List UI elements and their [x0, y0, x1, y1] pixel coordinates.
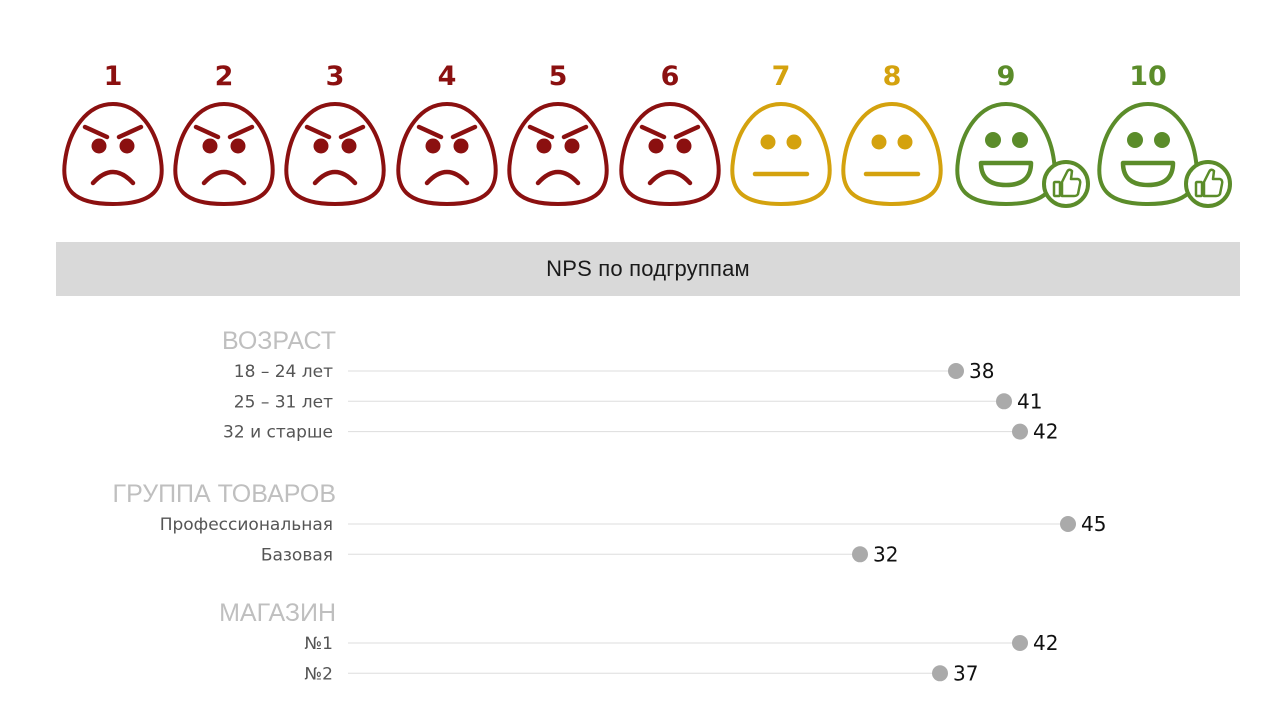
- angry-face-icon: [619, 101, 721, 207]
- neutral-face-icon: [841, 101, 943, 207]
- score-label: 3: [326, 61, 345, 92]
- row-label: №2: [305, 664, 334, 684]
- score-label: 4: [438, 61, 457, 92]
- value-dot: [1012, 635, 1028, 651]
- score-label: 7: [772, 61, 791, 92]
- angry-face-icon: [173, 101, 275, 207]
- row-label: 18 – 24 лет: [234, 362, 333, 382]
- value-label: 38: [969, 359, 994, 383]
- row-label: Профессиональная: [160, 515, 333, 535]
- value-dot: [1012, 423, 1028, 440]
- group-label: ВОЗРАСТ: [222, 327, 336, 355]
- score-label: 1: [104, 61, 123, 92]
- value-dot: [996, 393, 1012, 410]
- row-label: 25 – 31 лет: [234, 392, 333, 412]
- angry-face-icon: [507, 101, 609, 207]
- thumbs-up-badge-icon: [1042, 160, 1090, 208]
- score-label: 2: [215, 61, 234, 92]
- value-label: 42: [1033, 631, 1058, 655]
- chart-svg: ВОЗРАСТ 18 – 24 лет 38 25 – 31 лет 41 32 и ст…: [113, 327, 1107, 685]
- happy-face-thumbs-up-icon: [955, 101, 1090, 208]
- value-label: 32: [873, 542, 898, 566]
- value-label: 41: [1017, 389, 1042, 413]
- value-dot: [1060, 516, 1076, 532]
- angry-face-icon: [62, 101, 164, 207]
- group-label: МАГАЗИН: [219, 599, 336, 627]
- value-label: 37: [953, 661, 978, 685]
- score-label: 8: [883, 61, 902, 92]
- nps-subgroup-chart: ВОЗРАСТ 18 – 24 лет 38 25 – 31 лет 41 32 и ст…: [0, 300, 1280, 720]
- neutral-face-icon: [730, 101, 832, 207]
- row-label: 32 и старше: [223, 423, 333, 443]
- score-label: 6: [661, 61, 680, 92]
- header-title: NPS по подгруппам: [546, 256, 750, 281]
- happy-face-thumbs-up-icon: [1097, 101, 1232, 208]
- row-label: Базовая: [261, 545, 333, 565]
- value-label: 42: [1033, 420, 1058, 444]
- row-label: №1: [305, 634, 334, 654]
- angry-face-icon: [396, 101, 498, 207]
- score-label: 10: [1129, 61, 1167, 92]
- group-label: ГРУППА ТОВАРОВ: [113, 480, 336, 508]
- value-dot: [932, 665, 948, 682]
- value-label: 45: [1081, 512, 1106, 536]
- value-dot: [852, 546, 868, 563]
- nps-scale: 1 2 3 4 5 6 7 8 9 10: [0, 0, 1280, 230]
- thumbs-up-badge-icon: [1184, 160, 1232, 208]
- nps-scale-svg: 1 2 3 4 5 6 7 8 9 10: [62, 61, 1232, 208]
- score-label: 5: [549, 61, 568, 92]
- score-label: 9: [997, 61, 1016, 92]
- value-dot: [948, 363, 964, 379]
- angry-face-icon: [284, 101, 386, 207]
- header-bar: NPS по подгруппам: [56, 242, 1240, 296]
